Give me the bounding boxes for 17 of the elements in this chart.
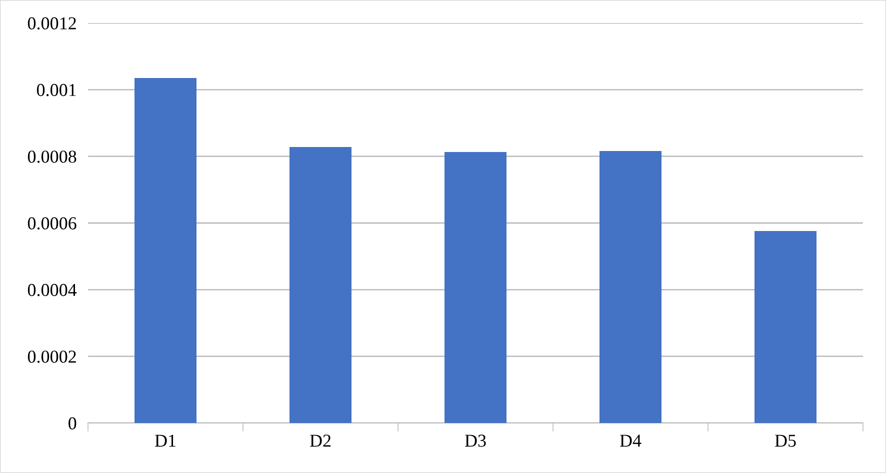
bar: [444, 152, 506, 423]
x-tick-label: D5: [774, 434, 796, 447]
y-tick-label: 0.0012: [28, 17, 76, 30]
y-tick-label: 0: [68, 417, 76, 430]
y-tick-label: 0.001: [36, 84, 76, 96]
x-tick-label: D2: [310, 434, 331, 447]
y-tick-label: 0.0004: [28, 284, 77, 296]
bar: [754, 231, 816, 423]
bar: [600, 151, 662, 423]
y-tick-label: 0.0008: [28, 150, 76, 163]
bar: [290, 147, 352, 423]
x-tick-label: D4: [620, 434, 642, 447]
bar: [134, 78, 196, 423]
x-tick-label: D3: [464, 434, 486, 447]
y-tick-label: 0.0002: [28, 350, 76, 363]
y-tick-label: 0.0006: [28, 217, 76, 230]
x-tick-label: D1: [154, 434, 176, 447]
